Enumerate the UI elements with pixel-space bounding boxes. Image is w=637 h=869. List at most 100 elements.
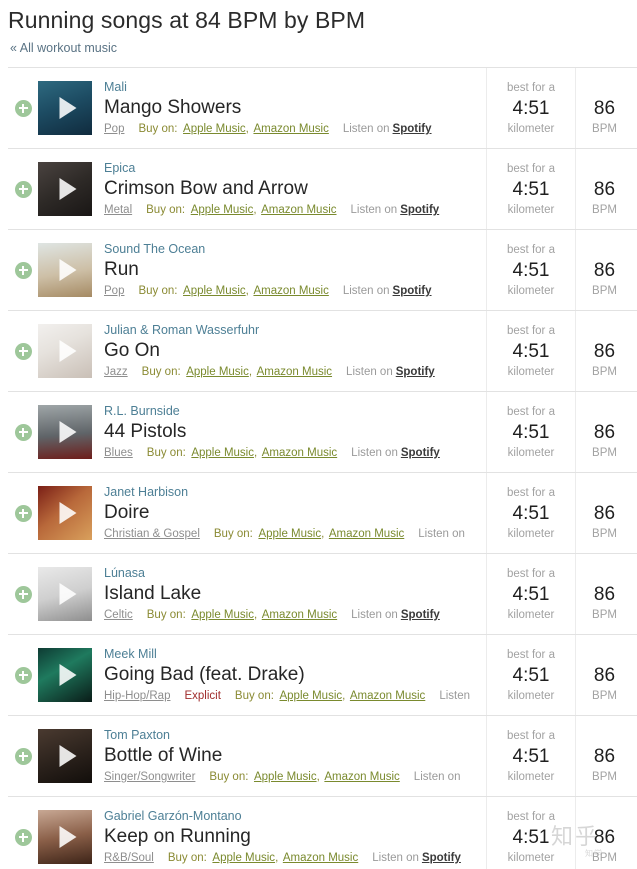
spotify-link[interactable]: Spotify xyxy=(395,366,435,378)
song-row[interactable]: Mali Mango Showers Pop Buy on: Apple Music,… xyxy=(8,67,637,148)
album-artwork[interactable] xyxy=(38,810,92,864)
album-artwork[interactable] xyxy=(38,81,92,135)
genre-link[interactable]: Hip-Hop/Rap xyxy=(104,690,171,702)
plus-circle-icon[interactable] xyxy=(14,666,32,684)
add-to-playlist-cell[interactable] xyxy=(8,68,38,148)
plus-circle-icon[interactable] xyxy=(14,504,32,522)
amazon-music-link[interactable]: Amazon Music xyxy=(261,204,337,216)
amazon-music-link[interactable]: Amazon Music xyxy=(349,690,426,702)
artist-link[interactable]: Mali xyxy=(104,80,127,94)
spotify-link[interactable]: Spotify xyxy=(421,852,461,864)
add-to-playlist-cell[interactable] xyxy=(8,230,38,310)
song-row[interactable]: R.L. Burnside 44 Pistols Blues Buy on: Appl… xyxy=(8,391,637,472)
apple-music-link[interactable]: Apple Music xyxy=(186,366,249,378)
artist-link[interactable]: Epica xyxy=(104,161,136,175)
add-to-playlist-cell[interactable] xyxy=(8,149,38,229)
apple-music-link[interactable]: Apple Music xyxy=(253,771,317,783)
plus-circle-icon[interactable] xyxy=(14,828,32,846)
album-artwork[interactable] xyxy=(38,405,92,459)
song-row[interactable]: Tom Paxton Bottle of Wine Singer/Songwrite… xyxy=(8,715,637,796)
album-artwork[interactable] xyxy=(38,567,92,621)
play-icon[interactable] xyxy=(59,745,77,767)
genre-link[interactable]: Pop xyxy=(104,285,125,297)
album-art-cell[interactable] xyxy=(38,311,96,391)
album-artwork[interactable] xyxy=(38,162,92,216)
add-to-playlist-cell[interactable] xyxy=(8,635,38,715)
genre-link[interactable]: Jazz xyxy=(104,366,128,378)
add-to-playlist-cell[interactable] xyxy=(8,473,38,553)
spotify-link[interactable]: Spotify xyxy=(392,123,432,135)
plus-circle-icon[interactable] xyxy=(14,585,32,603)
genre-link[interactable]: Singer/Songwriter xyxy=(104,771,196,783)
play-icon[interactable] xyxy=(59,826,77,848)
apple-music-link[interactable]: Apple Music xyxy=(258,528,322,540)
genre-link[interactable]: Celtic xyxy=(104,609,133,621)
artist-link[interactable]: Meek Mill xyxy=(104,647,157,661)
album-art-cell[interactable] xyxy=(38,230,96,310)
album-artwork[interactable] xyxy=(38,729,92,783)
artist-link[interactable]: Julian & Roman Wasserfuhr xyxy=(104,323,260,337)
album-art-cell[interactable] xyxy=(38,635,96,715)
play-icon[interactable] xyxy=(59,421,77,443)
play-icon[interactable] xyxy=(59,97,77,119)
plus-circle-icon[interactable] xyxy=(14,261,32,279)
song-row[interactable]: Meek Mill Going Bad (feat. Drake) Hip-Hop/… xyxy=(8,634,637,715)
genre-link[interactable]: Christian & Gospel xyxy=(104,528,200,540)
spotify-link[interactable]: Spotify xyxy=(400,609,440,621)
album-art-cell[interactable] xyxy=(38,554,96,634)
add-to-playlist-cell[interactable] xyxy=(8,797,38,869)
plus-circle-icon[interactable] xyxy=(14,423,32,441)
genre-link[interactable]: Metal xyxy=(104,204,133,216)
artist-link[interactable]: Janet Harbison xyxy=(104,485,189,499)
play-icon[interactable] xyxy=(59,583,77,605)
genre-link[interactable]: R&B/Soul xyxy=(104,852,154,864)
play-icon[interactable] xyxy=(59,259,77,281)
album-art-cell[interactable] xyxy=(38,797,96,869)
song-row[interactable]: Sound The Ocean Run Pop Buy on: Apple Music… xyxy=(8,229,637,310)
amazon-music-link[interactable]: Amazon Music xyxy=(253,285,329,297)
album-art-cell[interactable] xyxy=(38,149,96,229)
amazon-music-link[interactable]: Amazon Music xyxy=(324,771,400,783)
album-art-cell[interactable] xyxy=(38,716,96,796)
apple-music-link[interactable]: Apple Music xyxy=(183,285,246,297)
spotify-link[interactable]: Spotify xyxy=(400,447,440,459)
artist-link[interactable]: Lúnasa xyxy=(104,566,146,580)
song-row[interactable]: Julian & Roman Wasserfuhr Go On Jazz Buy on… xyxy=(8,310,637,391)
add-to-playlist-cell[interactable] xyxy=(8,311,38,391)
plus-circle-icon[interactable] xyxy=(14,342,32,360)
apple-music-link[interactable]: Apple Music xyxy=(191,447,254,459)
album-artwork[interactable] xyxy=(38,486,92,540)
add-to-playlist-cell[interactable] xyxy=(8,716,38,796)
add-to-playlist-cell[interactable] xyxy=(8,392,38,472)
album-artwork[interactable] xyxy=(38,243,92,297)
album-art-cell[interactable] xyxy=(38,392,96,472)
play-icon[interactable] xyxy=(59,340,77,362)
play-icon[interactable] xyxy=(59,664,77,686)
amazon-music-link[interactable]: Amazon Music xyxy=(328,528,405,540)
artist-link[interactable]: Gabriel Garzón-Montano xyxy=(104,809,242,823)
apple-music-link[interactable]: Apple Music xyxy=(212,852,276,864)
plus-circle-icon[interactable] xyxy=(14,747,32,765)
song-row[interactable]: Epica Crimson Bow and Arrow Metal Buy on: A… xyxy=(8,148,637,229)
apple-music-link[interactable]: Apple Music xyxy=(190,204,254,216)
artist-link[interactable]: Sound The Ocean xyxy=(104,242,206,256)
add-to-playlist-cell[interactable] xyxy=(8,554,38,634)
apple-music-link[interactable]: Apple Music xyxy=(191,609,254,621)
amazon-music-link[interactable]: Amazon Music xyxy=(261,447,338,459)
amazon-music-link[interactable]: Amazon Music xyxy=(282,852,359,864)
song-row[interactable]: Gabriel Garzón-Montano Keep on Running R&B… xyxy=(8,796,637,869)
spotify-link[interactable]: Spotify xyxy=(392,285,432,297)
genre-link[interactable]: Blues xyxy=(104,447,133,459)
amazon-music-link[interactable]: Amazon Music xyxy=(261,609,338,621)
apple-music-link[interactable]: Apple Music xyxy=(279,690,343,702)
album-artwork[interactable] xyxy=(38,324,92,378)
plus-circle-icon[interactable] xyxy=(14,99,32,117)
album-art-cell[interactable] xyxy=(38,473,96,553)
plus-circle-icon[interactable] xyxy=(14,180,32,198)
genre-link[interactable]: Pop xyxy=(104,123,125,135)
song-row[interactable]: Janet Harbison Doire Christian & Gospel Buy… xyxy=(8,472,637,553)
album-artwork[interactable] xyxy=(38,648,92,702)
album-art-cell[interactable] xyxy=(38,68,96,148)
play-icon[interactable] xyxy=(59,502,77,524)
breadcrumb-all-workout-music[interactable]: « All workout music xyxy=(10,41,117,55)
